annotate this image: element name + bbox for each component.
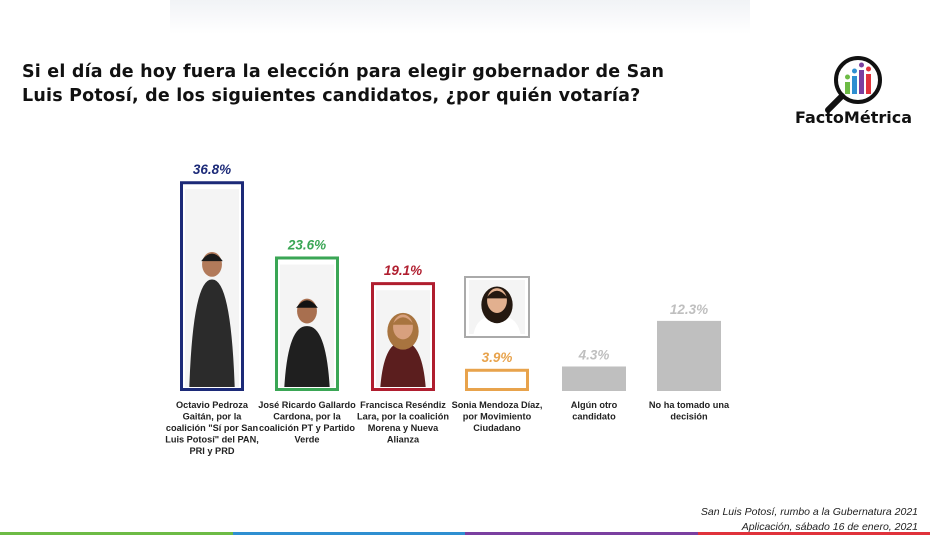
data-label: 23.6% [287,237,326,252]
candidate-photo [280,264,334,387]
logo-text: FactoMétrica [795,108,912,127]
category-label: Octavio Pedroza [176,400,249,410]
category-label: Verde [294,435,319,445]
candidate-photo [376,290,430,387]
category-label: por Movimiento [463,412,532,422]
footer-line-2: Aplicación, sábado 16 de enero, 2021 [741,521,918,533]
factometrica-logo-icon [825,56,882,113]
bar [371,282,435,392]
data-label: 36.8% [193,162,231,177]
category-label: Morena y Nueva [368,423,439,433]
bar [657,320,721,391]
bottom-bar-segment [0,532,233,535]
bar [180,181,244,391]
category-label: coalición "Sí por San [166,423,259,433]
category-label: Alianza [387,435,420,445]
candidate-photo [469,280,525,334]
data-label: 3.9% [482,350,513,365]
footer-line-1: San Luis Potosí, rumbo a la Gubernatura … [700,506,918,518]
data-label: 12.3% [670,302,708,317]
data-label: 19.1% [384,263,422,278]
chart-title: Si el día de hoy fuera la elección para … [22,62,665,106]
bottom-bar-segment [465,532,698,535]
category-label: Ciudadano [473,423,521,433]
category-label: candidato [572,412,616,422]
data-label: 4.3% [578,347,610,362]
candidate-photo [185,189,239,387]
category-label: Cardona, por la [273,412,341,422]
photo-frame [464,276,530,338]
category-label: Francisca Reséndiz [360,400,446,410]
bar [465,368,529,391]
bottom-color-bar [0,532,930,535]
category-label: No ha tomado una [649,400,730,410]
category-label: Luis Potosí" del PAN, [165,435,259,445]
bar [562,366,626,391]
bottom-bar-segment [232,532,465,535]
category-label: Lara, por la coalición [357,412,449,422]
category-label: Sonia Mendoza Díaz, [452,400,543,410]
category-label: decisión [670,412,708,422]
category-label: coalición PT y Partido [259,423,355,433]
category-label: PRI y PRD [190,446,235,456]
header-band [170,0,750,34]
category-label: José Ricardo Gallardo [258,400,356,410]
bar [275,256,339,392]
category-label: Gaitán, por la [183,412,243,422]
category-label: Algún otro [571,400,618,410]
bottom-bar-segment [697,532,930,535]
